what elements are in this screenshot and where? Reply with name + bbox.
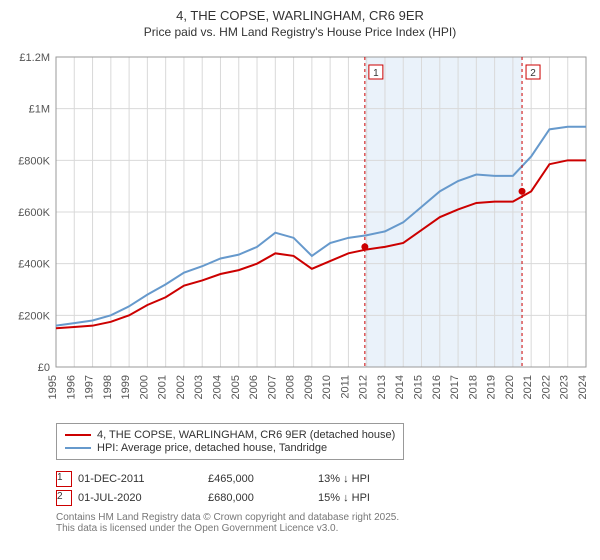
svg-text:2021: 2021 bbox=[522, 375, 534, 399]
svg-text:1: 1 bbox=[373, 68, 379, 79]
sale-delta: 15% ↓ HPI bbox=[318, 492, 428, 504]
sale-row: 2 01-JUL-2020£680,00015% ↓ HPI bbox=[56, 490, 592, 506]
svg-text:£1.2M: £1.2M bbox=[19, 52, 50, 64]
sale-price: £465,000 bbox=[208, 473, 318, 485]
svg-text:2020: 2020 bbox=[504, 375, 516, 399]
svg-text:2006: 2006 bbox=[248, 375, 260, 399]
sale-price: £680,000 bbox=[208, 492, 318, 504]
sales-list: 1 01-DEC-2011£465,00013% ↓ HPI 2 01-JUL-202… bbox=[8, 471, 592, 506]
legend-swatch bbox=[65, 447, 91, 449]
legend-label: 4, THE COPSE, WARLINGHAM, CR6 9ER (detac… bbox=[97, 429, 395, 441]
svg-text:2012: 2012 bbox=[358, 375, 370, 399]
svg-text:1999: 1999 bbox=[120, 375, 132, 399]
svg-text:2011: 2011 bbox=[339, 375, 351, 399]
svg-text:1995: 1995 bbox=[47, 375, 59, 399]
sale-marker: 1 bbox=[56, 471, 72, 487]
price-chart: £0 £200K £400K £600K £800K £1M £1.2M 1995 1996 19… bbox=[8, 47, 592, 417]
svg-text:2024: 2024 bbox=[577, 375, 589, 399]
sale-date: 01-JUL-2020 bbox=[78, 492, 208, 504]
svg-text:2014: 2014 bbox=[394, 375, 406, 399]
svg-text:1997: 1997 bbox=[84, 375, 96, 399]
svg-text:2016: 2016 bbox=[431, 375, 443, 399]
footer-text: Contains HM Land Registry data © Crown c… bbox=[56, 512, 592, 534]
svg-text:2008: 2008 bbox=[285, 375, 297, 399]
svg-text:2017: 2017 bbox=[449, 375, 461, 399]
page-subtitle: Price paid vs. HM Land Registry's House … bbox=[8, 25, 592, 39]
svg-text:1996: 1996 bbox=[65, 375, 77, 399]
svg-text:2013: 2013 bbox=[376, 375, 388, 399]
legend-label: HPI: Average price, detached house, Tand… bbox=[97, 442, 327, 454]
legend-swatch bbox=[65, 434, 91, 436]
svg-text:2009: 2009 bbox=[303, 375, 315, 399]
sale-date: 01-DEC-2011 bbox=[78, 473, 208, 485]
legend-row: 4, THE COPSE, WARLINGHAM, CR6 9ER (detac… bbox=[65, 429, 395, 441]
svg-text:2: 2 bbox=[530, 68, 536, 79]
svg-text:2000: 2000 bbox=[138, 375, 150, 399]
chart-container: £0 £200K £400K £600K £800K £1M £1.2M 1995 1996 19… bbox=[8, 47, 592, 417]
svg-text:2015: 2015 bbox=[413, 375, 425, 399]
svg-text:2002: 2002 bbox=[175, 375, 187, 399]
svg-text:£400K: £400K bbox=[18, 259, 50, 271]
svg-text:£1M: £1M bbox=[29, 104, 50, 116]
svg-text:2023: 2023 bbox=[559, 375, 571, 399]
svg-text:1998: 1998 bbox=[102, 375, 114, 399]
svg-text:2005: 2005 bbox=[230, 375, 242, 399]
legend-row: HPI: Average price, detached house, Tand… bbox=[65, 442, 395, 454]
svg-text:2004: 2004 bbox=[211, 375, 223, 399]
svg-text:2010: 2010 bbox=[321, 375, 333, 399]
svg-text:2007: 2007 bbox=[266, 375, 278, 399]
svg-text:2019: 2019 bbox=[486, 375, 498, 399]
sale-delta: 13% ↓ HPI bbox=[318, 473, 428, 485]
svg-text:£200K: £200K bbox=[18, 310, 50, 322]
svg-text:£800K: £800K bbox=[18, 155, 50, 167]
svg-text:2003: 2003 bbox=[193, 375, 205, 399]
svg-text:£600K: £600K bbox=[18, 207, 50, 219]
legend: 4, THE COPSE, WARLINGHAM, CR6 9ER (detac… bbox=[56, 423, 404, 460]
svg-text:2022: 2022 bbox=[540, 375, 552, 399]
svg-text:2018: 2018 bbox=[467, 375, 479, 399]
sale-marker: 2 bbox=[56, 490, 72, 506]
sale-row: 1 01-DEC-2011£465,00013% ↓ HPI bbox=[56, 471, 592, 487]
svg-text:£0: £0 bbox=[38, 362, 50, 374]
svg-text:2001: 2001 bbox=[157, 375, 169, 399]
page-title: 4, THE COPSE, WARLINGHAM, CR6 9ER bbox=[8, 8, 592, 23]
